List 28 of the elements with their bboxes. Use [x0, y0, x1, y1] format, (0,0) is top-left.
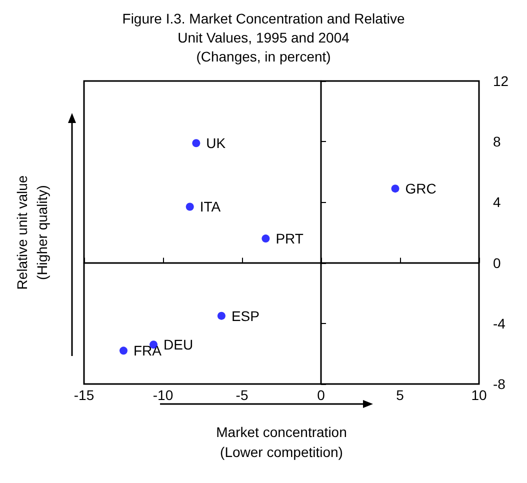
chart-title: Figure I.3. Market Concentration and Relative Unit Values, 1995 and 2004 (Changes, in percent)	[122, 10, 405, 64]
annotation: FRA	[134, 342, 162, 359]
x-tick-label: -10	[152, 387, 174, 403]
y-tick-label: 4	[493, 194, 501, 210]
y-tick-label: 0	[493, 254, 501, 271]
y-tick-label: 8	[493, 134, 501, 150]
annotation: ITA	[200, 198, 222, 215]
annotation: DEU	[164, 336, 194, 353]
y-tick-label: 12	[493, 73, 509, 89]
x-tick-label: 0	[317, 387, 326, 403]
point	[391, 184, 400, 193]
point	[186, 202, 194, 211]
annotation: PRT	[276, 230, 304, 247]
x-axis-title: Market concentration (Lower competition)	[216, 424, 347, 460]
x-tick-label: 5	[396, 387, 404, 403]
point	[217, 312, 226, 320]
y-tick-label: -4	[493, 315, 506, 332]
point	[192, 139, 200, 148]
x-tick-label: 10	[471, 387, 487, 403]
y-axis-title: Relative unit value (Higher quality)	[14, 175, 50, 290]
annotation: UK	[206, 135, 226, 152]
point	[262, 234, 270, 243]
x-tick-label: -15	[74, 387, 94, 403]
x-tick-label: -5	[236, 387, 248, 403]
annotation: GRC	[405, 180, 436, 197]
y-tick-label: -8	[493, 376, 506, 392]
point	[120, 346, 128, 355]
annotation: ESP	[231, 308, 260, 324]
